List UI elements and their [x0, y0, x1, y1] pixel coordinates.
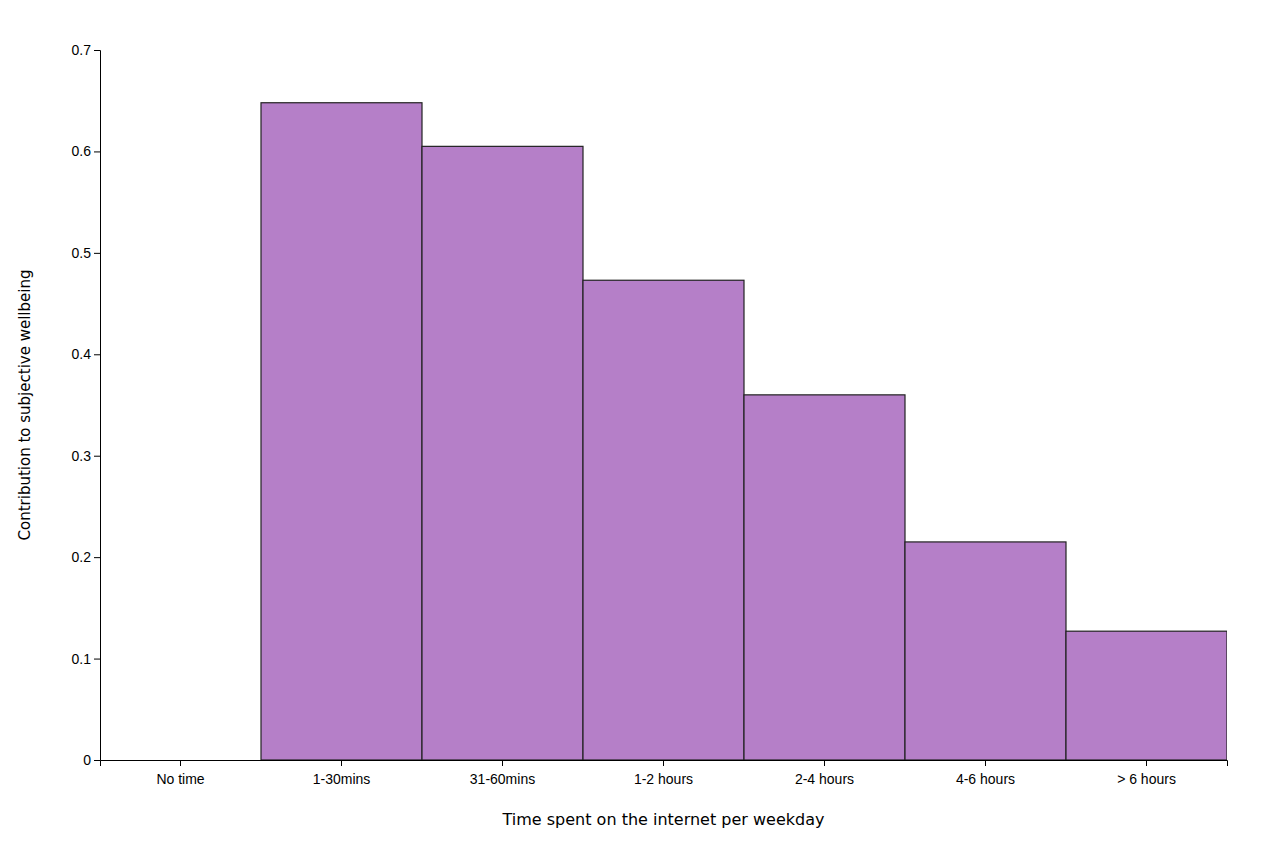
bar: [1066, 631, 1227, 760]
bar: [422, 146, 583, 760]
bar: [261, 103, 422, 760]
y-tick-mark: [94, 760, 100, 761]
y-tick: 0.5: [72, 245, 100, 261]
x-tick-label: 31-60mins: [470, 771, 535, 787]
y-tick-label: 0.6: [72, 143, 92, 159]
bar: [744, 395, 905, 760]
y-tick: 0.4: [72, 346, 100, 362]
y-tick-label: 0.3: [72, 448, 92, 464]
y-axis-line: [94, 51, 101, 761]
y-tick: 0.1: [72, 651, 100, 667]
y-tick-label: 0: [83, 752, 91, 768]
y-tick: 0.3: [72, 448, 100, 464]
bar: [905, 542, 1066, 760]
y-tick-label: 0.5: [72, 245, 92, 261]
x-tick-mark: [180, 760, 181, 766]
x-tick-label: 2-4 hours: [795, 771, 854, 787]
x-tick: > 6 hours: [1117, 760, 1176, 787]
x-tick: 1-30mins: [313, 760, 371, 787]
y-tick-mark: [94, 354, 100, 355]
y-tick-label: 0.4: [72, 346, 92, 362]
x-tick-mark: [502, 760, 503, 766]
plot-area: No time 1-30mins 31-60mins 1-2 hours 2-4 hou…: [16, 42, 1228, 829]
x-tick-mark: [985, 760, 986, 766]
x-tick-label: > 6 hours: [1117, 771, 1176, 787]
x-tick-mark: [824, 760, 825, 766]
x-tick-label: 1-30mins: [313, 771, 371, 787]
x-tick-label: No time: [156, 771, 204, 787]
y-axis: 0 0.1 0.2 0.3 0.4 0.5 0.6 0.7: [72, 42, 101, 768]
y-tick: 0.7: [72, 42, 100, 58]
y-tick: 0.6: [72, 143, 100, 159]
x-tick-mark: [663, 760, 664, 766]
y-tick-mark: [94, 151, 100, 152]
x-tick-mark: [1146, 760, 1147, 766]
x-axis-line: [101, 761, 1228, 767]
y-tick-label: 0.7: [72, 42, 92, 58]
x-tick: 4-6 hours: [956, 760, 1015, 787]
x-axis-title: Time spent on the internet per weekday: [502, 810, 825, 829]
y-tick-label: 0.2: [72, 549, 92, 565]
y-tick: 0: [83, 752, 100, 768]
chart-svg: No time 1-30mins 31-60mins 1-2 hours 2-4 hou…: [0, 0, 1267, 850]
x-axis: No time 1-30mins 31-60mins 1-2 hours 2-4 hou…: [101, 760, 1228, 787]
y-tick-mark: [94, 456, 100, 457]
y-tick-mark: [94, 557, 100, 558]
y-axis-title: Contribution to subjective wellbeing: [16, 270, 34, 541]
x-tick-mark: [341, 760, 342, 766]
y-tick-mark: [94, 253, 100, 254]
bar: [583, 280, 744, 760]
y-tick: 0.2: [72, 549, 100, 565]
bar: [100, 759, 261, 760]
x-tick-label: 4-6 hours: [956, 771, 1015, 787]
chart-container: No time 1-30mins 31-60mins 1-2 hours 2-4 hou…: [0, 0, 1267, 850]
y-tick-mark: [94, 50, 100, 51]
y-tick-mark: [94, 659, 100, 660]
bars: [261, 103, 1227, 760]
x-tick: 31-60mins: [470, 760, 535, 787]
x-tick: No time: [156, 760, 204, 787]
x-tick-label: 1-2 hours: [634, 771, 693, 787]
x-tick: 2-4 hours: [795, 760, 854, 787]
x-tick: 1-2 hours: [634, 760, 693, 787]
y-tick-label: 0.1: [72, 651, 92, 667]
